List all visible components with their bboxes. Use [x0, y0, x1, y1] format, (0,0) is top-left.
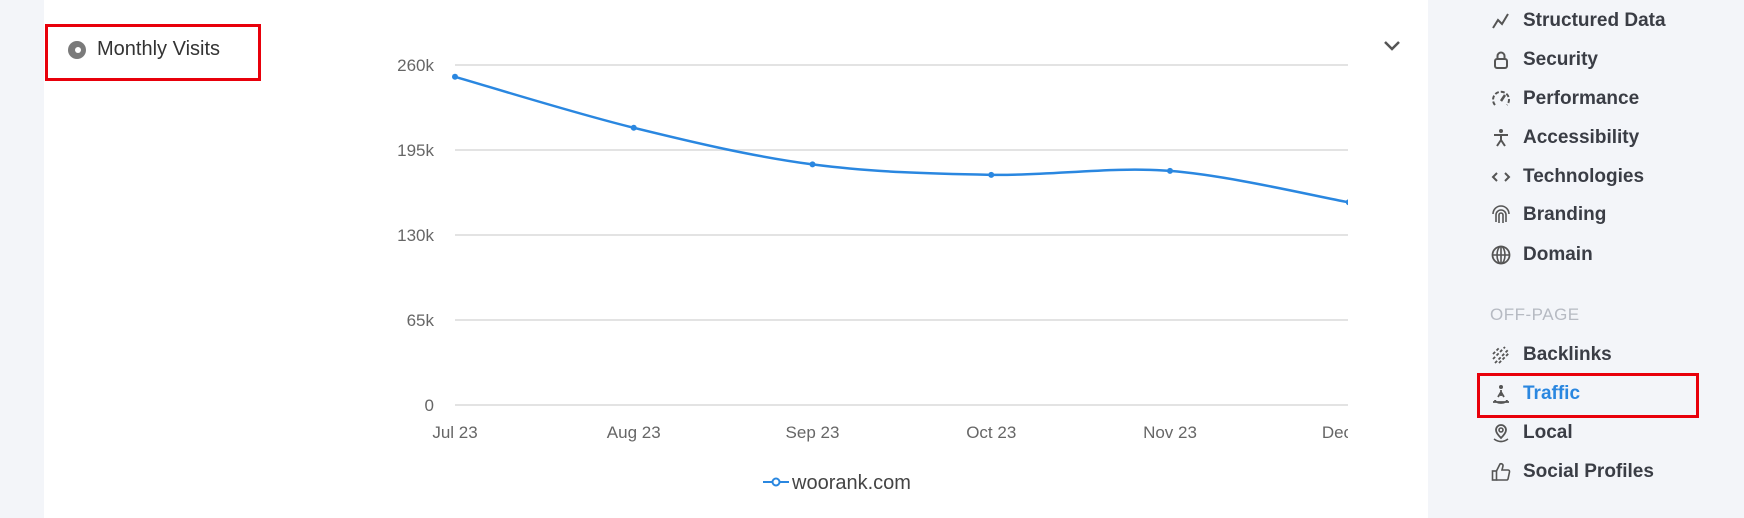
legend-marker-icon [771, 477, 781, 487]
traffic-icon [1490, 383, 1512, 405]
legend-label: woorank.com [791, 472, 911, 494]
sidebar-item-label: Accessibility [1523, 127, 1640, 148]
x-tick-label: Jul 23 [432, 423, 477, 442]
card-title: Monthly Visits [67, 38, 220, 61]
sidebar-item-performance[interactable]: Performance [1490, 84, 1639, 114]
sidebar-item-label: Security [1523, 49, 1598, 70]
data-point [809, 161, 816, 168]
x-tick-label: Oct 23 [966, 423, 1016, 442]
sidebar-item-backlinks[interactable]: Backlinks [1490, 340, 1612, 370]
chevron-down-icon[interactable] [1381, 36, 1403, 56]
sidebar-item-structured-data[interactable]: Structured Data [1490, 6, 1666, 36]
sidebar-item-branding[interactable]: Branding [1490, 200, 1606, 230]
sidebar-item-label: Branding [1523, 204, 1607, 225]
line-chart: 0 65k 130k 195k 260k Jul 23 Aug 23 Sep 23 Oct 23… [397, 56, 1376, 494]
x-tick-label: Nov 23 [1143, 423, 1197, 442]
chart-legend[interactable]: woorank.com [763, 472, 911, 494]
code-icon [1490, 166, 1512, 188]
sidebar-item-domain[interactable]: Domain [1490, 240, 1593, 270]
monthly-visits-card [44, 0, 1428, 518]
data-point [452, 73, 458, 80]
globe-icon [1490, 244, 1512, 266]
sidebar-item-social-profiles[interactable]: Social Profiles [1490, 457, 1654, 487]
sidebar-item-label: Technologies [1523, 166, 1645, 187]
y-tick-label: 130k [397, 226, 434, 245]
sidebar-item-label: Backlinks [1523, 344, 1612, 365]
sidebar-item-label: Structured Data [1523, 10, 1666, 31]
location-icon [1490, 422, 1512, 444]
sidebar-item-label: Local [1523, 422, 1573, 443]
sidebar-item-label: Domain [1523, 244, 1593, 265]
y-tick-label: 0 [425, 396, 434, 415]
sidebar-item-traffic[interactable]: Traffic [1490, 379, 1580, 409]
sidebar: Structured Data Security Performance Acc… [1428, 0, 1744, 518]
thumbs-up-icon [1490, 461, 1512, 483]
series-line [454, 75, 1348, 204]
fingerprint-icon [1490, 204, 1512, 226]
sidebar-item-label: Social Profiles [1523, 461, 1654, 482]
y-tick-label: 65k [407, 311, 435, 330]
highlight-box [45, 24, 261, 81]
data-point [988, 171, 995, 178]
y-tick-label: 195k [397, 141, 434, 160]
y-tick-label: 260k [397, 56, 434, 75]
x-tick-label: Aug 23 [607, 423, 661, 442]
gauge-icon [1490, 88, 1512, 110]
eye-icon [68, 40, 86, 59]
x-tick-label: Dec 23 [1322, 423, 1376, 442]
card-title-text: Monthly Visits [97, 38, 221, 60]
sidebar-item-label: Performance [1523, 88, 1640, 109]
x-tick-label: Sep 23 [786, 423, 840, 442]
data-point [630, 124, 637, 131]
sidebar-item-label: Traffic [1523, 383, 1581, 404]
sidebar-item-local[interactable]: Local [1490, 418, 1573, 448]
lock-icon [1490, 49, 1512, 71]
sidebar-item-security[interactable]: Security [1490, 45, 1598, 75]
section-off-page: OFF-PAGE [1490, 305, 1580, 324]
highlight-box [1477, 373, 1699, 418]
backlinks-icon [1490, 344, 1512, 366]
sidebar-item-accessibility[interactable]: Accessibility [1490, 123, 1639, 153]
sidebar-item-technologies[interactable]: Technologies [1490, 162, 1644, 192]
structured-data-icon [1490, 10, 1512, 32]
accessibility-icon [1490, 127, 1512, 149]
data-point [1345, 199, 1348, 206]
data-point [1167, 167, 1173, 174]
